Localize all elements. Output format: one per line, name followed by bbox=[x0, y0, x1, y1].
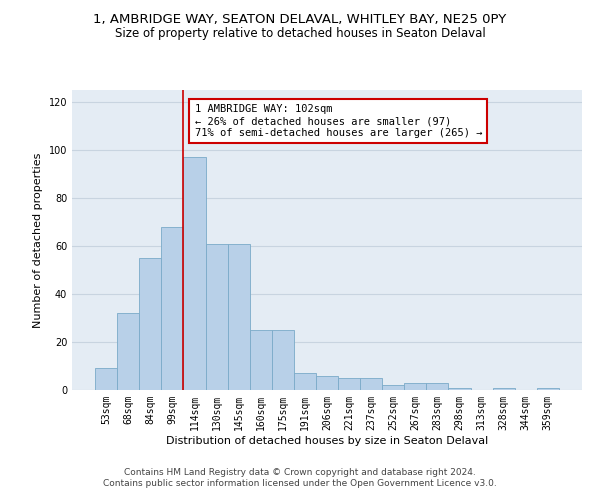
Bar bbox=[161, 227, 184, 390]
Bar bbox=[250, 330, 272, 390]
Bar bbox=[493, 388, 515, 390]
Bar bbox=[427, 383, 448, 390]
Bar bbox=[316, 376, 338, 390]
Bar bbox=[294, 373, 316, 390]
Bar bbox=[537, 388, 559, 390]
Bar bbox=[382, 385, 404, 390]
Y-axis label: Number of detached properties: Number of detached properties bbox=[33, 152, 43, 328]
Bar bbox=[139, 258, 161, 390]
Bar bbox=[404, 383, 427, 390]
Bar bbox=[206, 244, 227, 390]
Text: Size of property relative to detached houses in Seaton Delaval: Size of property relative to detached ho… bbox=[115, 28, 485, 40]
Bar bbox=[117, 313, 139, 390]
Bar bbox=[272, 330, 294, 390]
Bar bbox=[360, 378, 382, 390]
Bar bbox=[448, 388, 470, 390]
Bar bbox=[227, 244, 250, 390]
Bar bbox=[184, 157, 206, 390]
Bar bbox=[95, 368, 117, 390]
X-axis label: Distribution of detached houses by size in Seaton Delaval: Distribution of detached houses by size … bbox=[166, 436, 488, 446]
Text: Contains HM Land Registry data © Crown copyright and database right 2024.
Contai: Contains HM Land Registry data © Crown c… bbox=[103, 468, 497, 487]
Text: 1, AMBRIDGE WAY, SEATON DELAVAL, WHITLEY BAY, NE25 0PY: 1, AMBRIDGE WAY, SEATON DELAVAL, WHITLEY… bbox=[94, 12, 506, 26]
Text: 1 AMBRIDGE WAY: 102sqm
← 26% of detached houses are smaller (97)
71% of semi-det: 1 AMBRIDGE WAY: 102sqm ← 26% of detached… bbox=[194, 104, 482, 138]
Bar bbox=[338, 378, 360, 390]
